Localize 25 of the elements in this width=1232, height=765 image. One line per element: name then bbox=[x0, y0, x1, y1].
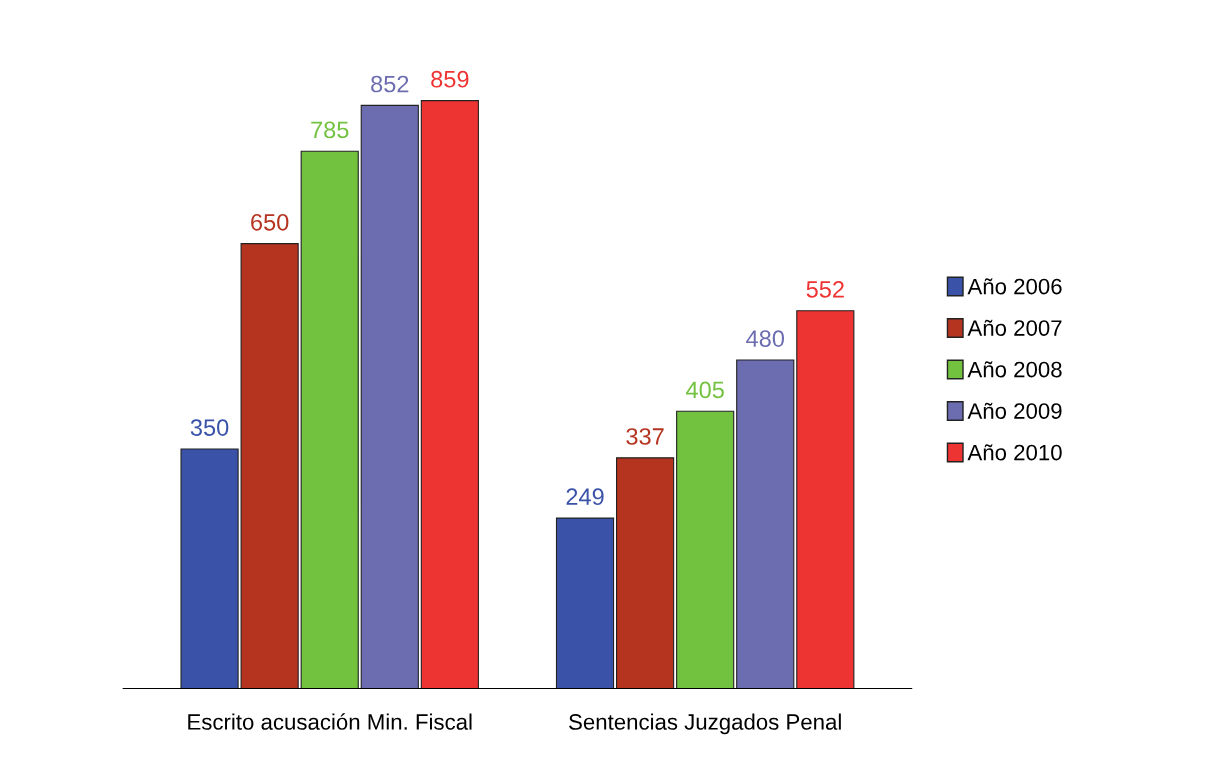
x-tick-label: Escrito acusación Min. Fiscal bbox=[188, 713, 472, 730]
data-label: 405 bbox=[686, 381, 724, 399]
bar bbox=[616, 457, 675, 689]
bar bbox=[676, 410, 735, 689]
bar bbox=[555, 517, 615, 689]
data-label: 852 bbox=[371, 75, 409, 93]
data-label: 480 bbox=[746, 330, 785, 347]
bar bbox=[420, 100, 479, 689]
legend-label: Año 2007 bbox=[967, 319, 1062, 336]
data-label: 249 bbox=[566, 488, 604, 506]
legend-label: Año 2009 bbox=[967, 402, 1062, 419]
legend-label: Año 2010 bbox=[967, 444, 1062, 461]
data-label: 785 bbox=[311, 121, 349, 139]
x-tick-label: Sentencias Juzgados Penal bbox=[569, 713, 841, 735]
data-label: 350 bbox=[190, 419, 229, 436]
bar bbox=[360, 104, 419, 689]
data-label: 650 bbox=[251, 213, 289, 231]
data-label: 552 bbox=[806, 280, 844, 298]
legend-label: Año 2008 bbox=[967, 361, 1062, 378]
bar bbox=[736, 359, 795, 689]
bar bbox=[300, 150, 359, 689]
legend-label: Año 2006 bbox=[967, 278, 1062, 295]
data-label: 337 bbox=[626, 428, 664, 445]
bar bbox=[796, 310, 855, 689]
data-label: 859 bbox=[431, 70, 469, 88]
